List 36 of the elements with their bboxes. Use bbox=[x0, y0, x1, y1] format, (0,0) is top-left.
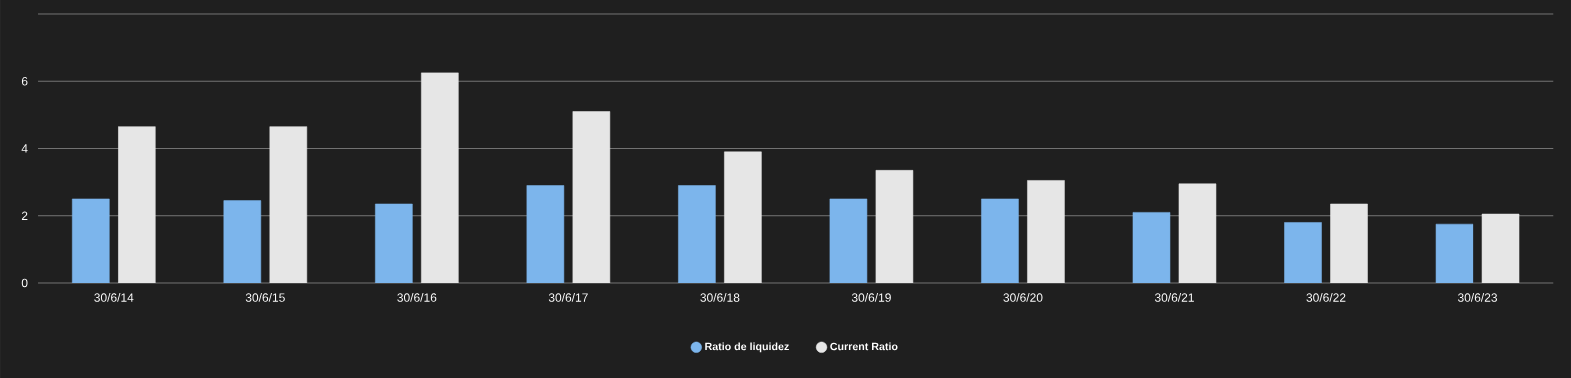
bar bbox=[72, 198, 110, 283]
x-tick-label: 30/6/14 bbox=[94, 293, 134, 302]
x-tick-label: 30/6/15 bbox=[245, 293, 285, 302]
x-tick-label: 30/6/22 bbox=[1306, 293, 1346, 302]
bar bbox=[1027, 180, 1065, 283]
x-tick-label: 30/6/21 bbox=[1154, 293, 1194, 302]
bar bbox=[526, 185, 565, 283]
x-tick-label: 30/6/19 bbox=[851, 293, 891, 302]
bar bbox=[1178, 183, 1217, 283]
y-tick-label: 6 bbox=[21, 76, 28, 86]
bar bbox=[1284, 222, 1322, 283]
y-tick-label: 2 bbox=[21, 211, 28, 220]
x-tick-label: 30/6/18 bbox=[700, 293, 740, 302]
bar bbox=[724, 151, 762, 283]
bar bbox=[1481, 213, 1520, 283]
x-tick-label: 30/6/16 bbox=[397, 293, 437, 302]
bar bbox=[875, 170, 914, 283]
x-tick-label: 30/6/23 bbox=[1457, 293, 1498, 302]
x-tick-label: 30/6/20 bbox=[1003, 293, 1043, 302]
bar bbox=[572, 111, 611, 283]
bar bbox=[375, 203, 413, 283]
bar bbox=[829, 198, 868, 283]
bar bbox=[1330, 203, 1368, 283]
bar bbox=[269, 126, 308, 283]
legend-label: Current Ratio bbox=[830, 342, 898, 351]
x-tick-label: 30/6/17 bbox=[548, 293, 588, 302]
bar bbox=[678, 185, 716, 283]
bar bbox=[421, 72, 459, 283]
bar bbox=[1132, 212, 1171, 283]
bar bbox=[1435, 223, 1474, 283]
bar bbox=[118, 126, 156, 283]
y-tick-label: 0 bbox=[21, 278, 28, 288]
legend-label: Ratio de liquidez bbox=[705, 342, 789, 353]
y-tick-label: 4 bbox=[21, 144, 28, 153]
bar bbox=[981, 198, 1019, 283]
bar bbox=[223, 200, 262, 283]
